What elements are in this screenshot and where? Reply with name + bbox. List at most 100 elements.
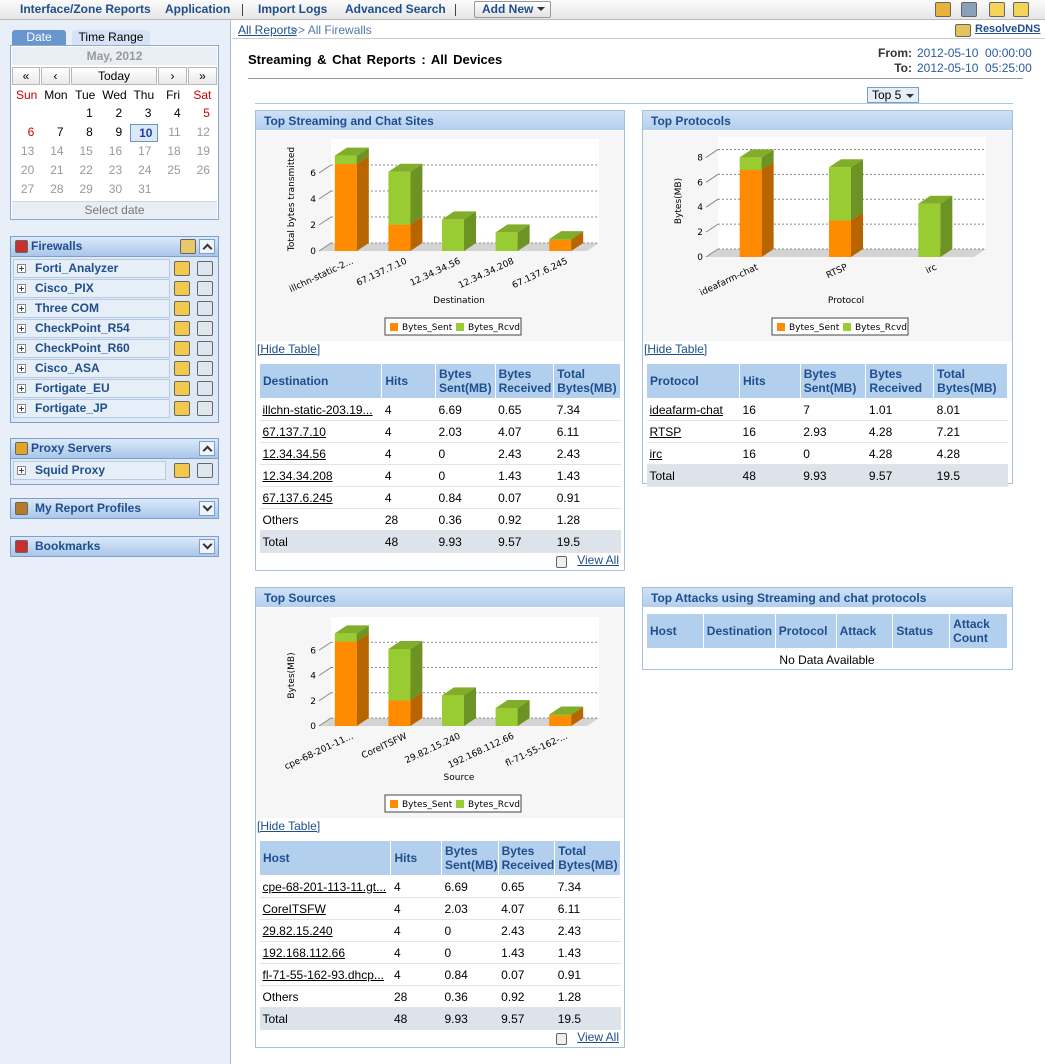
view-all-link[interactable]: View All <box>577 553 619 567</box>
calendar-control[interactable]: › <box>158 67 187 85</box>
nav-link[interactable]: Application <box>165 2 231 16</box>
view-all-link[interactable]: View All <box>577 1030 619 1044</box>
calendar-day[interactable]: 6 <box>27 125 35 139</box>
calendar-day[interactable]: 18 <box>167 144 181 158</box>
calendar-day[interactable]: 22 <box>79 163 93 177</box>
calendar-day[interactable]: 31 <box>138 182 152 196</box>
calendar-day[interactable]: 17 <box>138 144 152 158</box>
section-title[interactable]: Firewalls <box>31 239 83 253</box>
device-row[interactable] <box>13 339 170 358</box>
device-row[interactable] <box>13 259 170 278</box>
calendar-control[interactable]: ‹ <box>41 67 70 85</box>
expand-box[interactable] <box>17 384 26 393</box>
calendar-control[interactable]: » <box>188 67 217 85</box>
calendar-day[interactable]: 3 <box>144 106 152 120</box>
device-name[interactable]: CheckPoint_R54 <box>35 321 130 335</box>
row-label[interactable]: ideafarm-chat <box>646 398 740 421</box>
row-label[interactable]: 67.137.7.10 <box>259 420 382 443</box>
device-name[interactable]: Cisco_PIX <box>35 281 94 295</box>
calendar-day[interactable]: 19 <box>196 144 210 158</box>
row-label[interactable]: 12.34.34.56 <box>259 442 382 465</box>
expand-box[interactable] <box>17 404 26 413</box>
section-title[interactable]: My Report Profiles <box>35 501 142 515</box>
breadcrumb-link[interactable]: All Reports <box>238 23 297 37</box>
expand-box[interactable] <box>17 304 26 313</box>
expand-box[interactable] <box>17 324 26 333</box>
row-label[interactable]: 192.168.112.66 <box>259 941 391 964</box>
device-row[interactable] <box>13 379 170 398</box>
expand-box[interactable] <box>17 466 26 475</box>
hide-table-link[interactable]: [Hide Table] <box>257 819 321 833</box>
tab-date[interactable]: Date <box>12 30 66 45</box>
calendar-day[interactable]: 16 <box>108 144 123 158</box>
calendar-day[interactable]: 24 <box>138 163 152 177</box>
device-name[interactable]: Cisco_ASA <box>35 361 100 375</box>
row-label[interactable]: RTSP <box>646 420 740 443</box>
calendar-day[interactable]: 30 <box>108 182 123 196</box>
section-header[interactable] <box>10 536 219 557</box>
calendar-day[interactable]: 20 <box>20 163 35 177</box>
row-label[interactable]: cpe-68-201-113-11.gt... <box>259 875 391 898</box>
calendar-day[interactable]: 1 <box>86 106 93 120</box>
calendar-day[interactable]: 5 <box>203 106 210 120</box>
calendar-day[interactable]: 2 <box>115 106 123 120</box>
device-name[interactable]: Three COM <box>35 301 100 315</box>
section-header[interactable] <box>10 438 219 459</box>
top-n-select[interactable]: Top 5 <box>867 87 919 103</box>
nav-link[interactable]: Import Logs <box>258 2 328 16</box>
calendar-control[interactable]: Today <box>71 67 157 85</box>
device-name[interactable]: CheckPoint_R60 <box>35 341 130 355</box>
device-name[interactable]: Fortigate_JP <box>35 401 108 415</box>
row-label[interactable]: illchn-static-203.19... <box>259 398 382 421</box>
resolve-dns[interactable]: ResolveDNS <box>975 23 1041 35</box>
hide-table-link[interactable]: [Hide Table] <box>644 342 708 356</box>
calendar-day[interactable]: 4 <box>174 106 181 120</box>
calendar-day[interactable]: 7 <box>56 125 64 139</box>
nav-link[interactable]: Interface/Zone Reports <box>20 2 151 16</box>
device-row[interactable] <box>13 299 170 318</box>
calendar-day[interactable]: 9 <box>115 125 123 139</box>
device-row[interactable] <box>13 399 170 418</box>
row-label[interactable]: CoreITSFW <box>259 897 391 920</box>
calendar-day[interactable]: 10 <box>130 124 159 142</box>
device-row[interactable] <box>13 461 166 480</box>
calendar-day[interactable]: 21 <box>50 163 64 177</box>
device-row[interactable] <box>13 359 170 378</box>
calendar-day[interactable]: 13 <box>20 144 35 158</box>
calendar-footer[interactable]: Select date <box>12 201 217 219</box>
calendar-control[interactable]: « <box>12 67 40 85</box>
calendar-day[interactable]: 29 <box>79 182 93 196</box>
tab-time-range[interactable]: Time Range <box>72 30 150 45</box>
expand-box[interactable] <box>17 264 26 273</box>
row-label[interactable]: 29.82.15.240 <box>259 919 391 942</box>
expand-box[interactable] <box>17 344 26 353</box>
device-row[interactable] <box>13 279 170 298</box>
calendar-day[interactable]: 15 <box>79 144 93 158</box>
calendar-day[interactable]: 14 <box>50 144 64 158</box>
row-label[interactable]: irc <box>646 442 740 465</box>
row-label[interactable]: fl-71-55-162-93.dhcp... <box>259 963 391 986</box>
calendar-day[interactable]: 28 <box>50 182 64 196</box>
device-row[interactable] <box>13 319 170 338</box>
calendar-day[interactable]: 23 <box>108 163 123 177</box>
device-name[interactable]: Fortigate_EU <box>35 381 110 395</box>
calendar-day[interactable]: 12 <box>196 125 210 139</box>
calendar-day[interactable]: 11 <box>168 125 181 139</box>
expand-box[interactable] <box>17 364 26 373</box>
hide-table-link[interactable]: [Hide Table] <box>257 342 321 356</box>
collapse-button[interactable] <box>199 501 215 516</box>
calendar-day[interactable]: 26 <box>196 163 210 177</box>
row-label[interactable]: 12.34.34.208 <box>259 464 382 487</box>
nav-link[interactable]: Advanced Search <box>345 2 446 16</box>
expand-box[interactable] <box>17 284 26 293</box>
calendar-day[interactable]: 8 <box>86 125 93 139</box>
collapse-button[interactable] <box>199 239 215 254</box>
section-header[interactable] <box>10 236 219 257</box>
collapse-button[interactable] <box>199 441 215 456</box>
calendar-day[interactable]: 27 <box>20 182 35 196</box>
add-new-button[interactable]: Add New <box>474 1 551 18</box>
row-label[interactable]: 67.137.6.245 <box>259 486 382 509</box>
section-title[interactable]: Bookmarks <box>35 539 101 553</box>
calendar-day[interactable]: 25 <box>167 163 181 177</box>
section-title[interactable]: Proxy Servers <box>31 441 112 455</box>
